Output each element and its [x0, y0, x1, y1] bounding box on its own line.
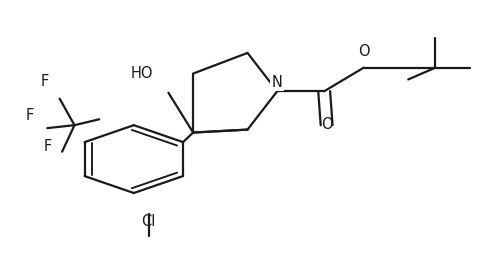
- Text: Cl: Cl: [142, 214, 156, 229]
- Text: F: F: [40, 74, 49, 89]
- Text: N: N: [272, 75, 282, 90]
- Text: O: O: [358, 44, 370, 59]
- Text: HO: HO: [131, 66, 154, 80]
- Text: F: F: [43, 139, 52, 154]
- Text: F: F: [26, 108, 34, 123]
- Text: O: O: [321, 117, 332, 132]
